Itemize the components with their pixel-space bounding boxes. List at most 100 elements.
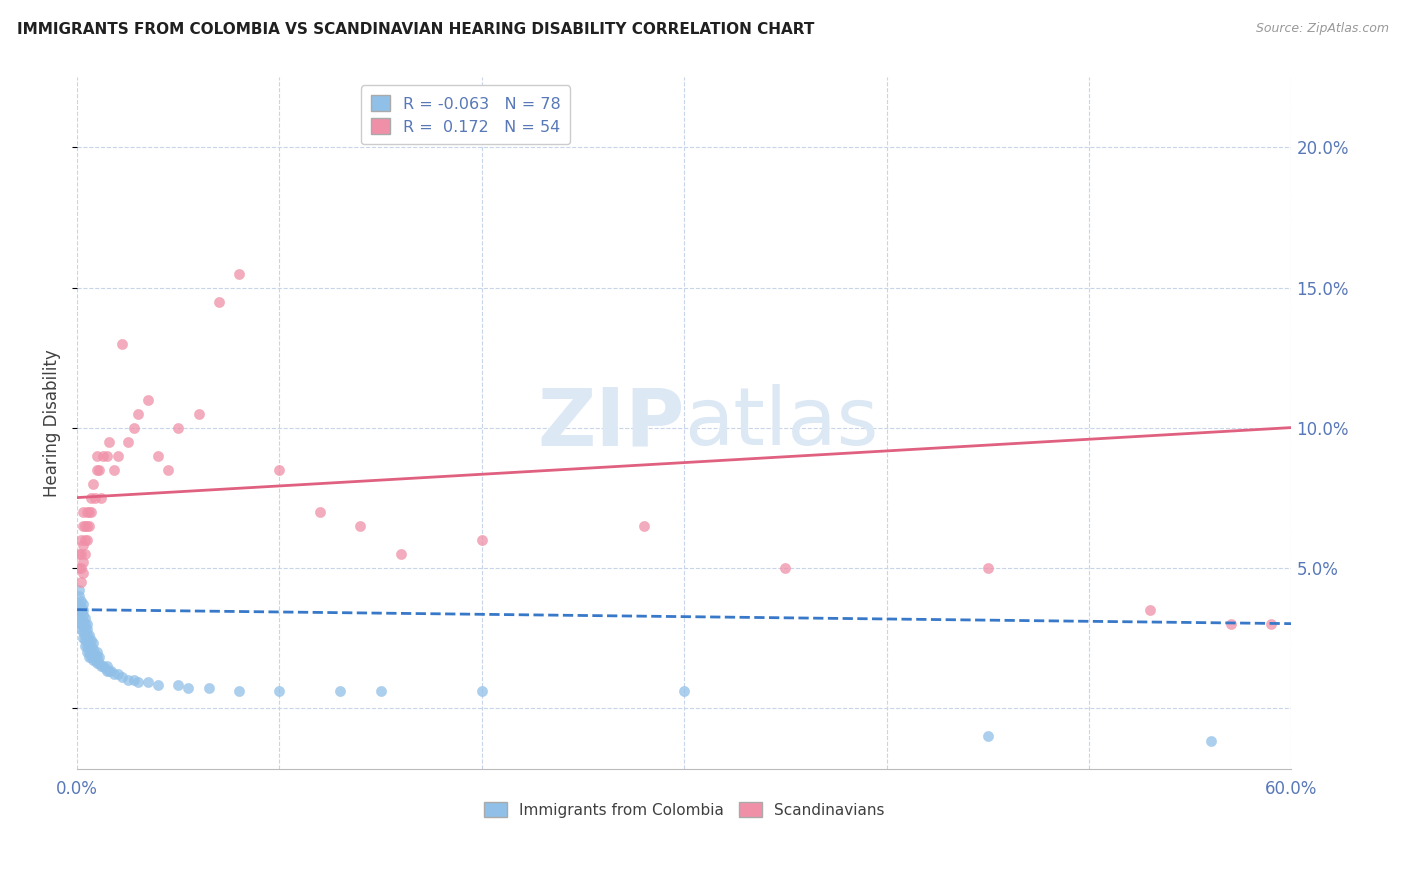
Point <box>67 608 90 623</box>
Point <box>103 667 125 681</box>
Point <box>80 505 103 519</box>
Point <box>93 449 115 463</box>
Point <box>82 641 104 656</box>
Point <box>76 639 98 653</box>
Point <box>67 589 90 603</box>
Point <box>775 560 797 574</box>
Point <box>329 684 352 698</box>
Point <box>633 518 655 533</box>
Point <box>70 616 93 631</box>
Point <box>122 420 145 434</box>
Point <box>127 407 149 421</box>
Point <box>197 681 219 695</box>
Point <box>111 336 132 351</box>
Point <box>76 633 98 648</box>
Point <box>96 449 118 463</box>
Point <box>100 665 122 679</box>
Point <box>76 645 98 659</box>
Point <box>76 628 98 642</box>
Point <box>70 594 93 608</box>
Point <box>117 434 139 449</box>
Point <box>82 653 104 667</box>
Point <box>77 633 100 648</box>
Point <box>90 491 112 505</box>
Point <box>103 462 125 476</box>
Point <box>75 639 97 653</box>
Point <box>471 533 494 547</box>
Point <box>1139 602 1161 616</box>
Point <box>72 625 94 640</box>
Point <box>77 518 100 533</box>
Text: IMMIGRANTS FROM COLOMBIA VS SCANDINAVIAN HEARING DISABILITY CORRELATION CHART: IMMIGRANTS FROM COLOMBIA VS SCANDINAVIAN… <box>17 22 814 37</box>
Point <box>67 602 90 616</box>
Point <box>72 597 94 611</box>
Point <box>72 566 94 581</box>
Point <box>70 611 93 625</box>
Point <box>75 518 97 533</box>
Point <box>977 729 1000 743</box>
Point <box>72 614 94 628</box>
Point <box>80 639 103 653</box>
Legend: Immigrants from Colombia, Scandinavians: Immigrants from Colombia, Scandinavians <box>478 796 891 824</box>
Point <box>77 639 100 653</box>
Point <box>75 633 97 648</box>
Point <box>70 599 93 614</box>
Point <box>94 661 117 675</box>
Point <box>86 449 108 463</box>
Point <box>72 518 94 533</box>
Point <box>75 533 97 547</box>
Point <box>136 392 159 407</box>
Point <box>72 631 94 645</box>
Point <box>98 434 121 449</box>
Point <box>77 650 100 665</box>
Point <box>70 622 93 636</box>
Point <box>1219 616 1241 631</box>
Point <box>77 628 100 642</box>
Point <box>72 555 94 569</box>
Point <box>370 684 392 698</box>
Point <box>67 582 90 597</box>
Point <box>75 616 97 631</box>
Point <box>107 449 129 463</box>
Point <box>70 533 93 547</box>
Point <box>76 505 98 519</box>
Point <box>77 505 100 519</box>
Point <box>75 628 97 642</box>
Point <box>67 597 90 611</box>
Point <box>673 684 696 698</box>
Point <box>72 619 94 633</box>
Point <box>89 650 111 665</box>
Point <box>177 681 200 695</box>
Point <box>70 616 93 631</box>
Text: ZIP: ZIP <box>537 384 685 462</box>
Point <box>1260 616 1282 631</box>
Point <box>72 608 94 623</box>
Point <box>349 518 371 533</box>
Point <box>107 667 129 681</box>
Point <box>80 491 103 505</box>
Point <box>117 673 139 687</box>
Point <box>146 678 169 692</box>
Point <box>72 505 94 519</box>
Point <box>76 518 98 533</box>
Point <box>127 675 149 690</box>
Point <box>84 653 107 667</box>
Point <box>75 622 97 636</box>
Point <box>70 611 93 625</box>
Point <box>309 505 332 519</box>
Point <box>67 547 90 561</box>
Point <box>471 684 494 698</box>
Point <box>96 665 118 679</box>
Point <box>269 462 291 476</box>
Text: Source: ZipAtlas.com: Source: ZipAtlas.com <box>1256 22 1389 36</box>
Point <box>157 462 180 476</box>
Point <box>67 560 90 574</box>
Point <box>84 491 107 505</box>
Point <box>82 648 104 662</box>
Point <box>167 420 190 434</box>
Point <box>72 538 94 552</box>
Point <box>75 547 97 561</box>
Point <box>82 636 104 650</box>
Point <box>86 650 108 665</box>
Y-axis label: Hearing Disability: Hearing Disability <box>44 350 60 497</box>
